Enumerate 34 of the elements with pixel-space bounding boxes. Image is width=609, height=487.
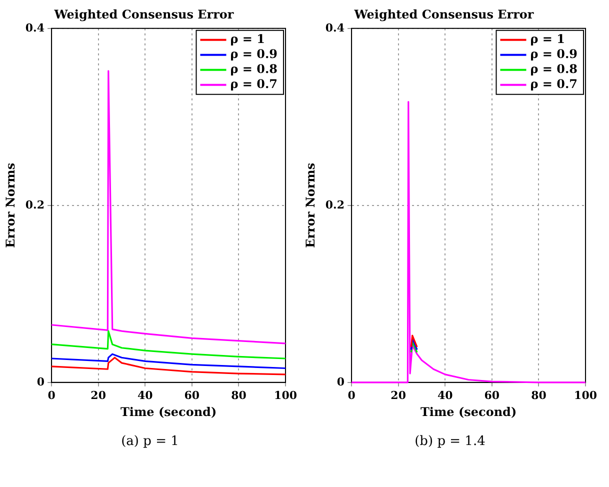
y-axis-title: Error Norms: [3, 162, 18, 248]
chart-title: Weighted Consensus Error: [53, 7, 234, 22]
legend-label: ρ = 0.8: [530, 62, 578, 76]
y-tick-label: 0.4: [25, 21, 45, 34]
legend-label: ρ = 1: [530, 32, 565, 46]
x-tick-label: 40: [137, 388, 154, 402]
text: (b) p = 1.4: [414, 434, 486, 449]
x-tick-label: 20: [90, 388, 106, 402]
legend-label: ρ = 0.9: [230, 47, 278, 62]
x-tick-label: 0: [348, 388, 356, 402]
x-tick-label: 100: [274, 388, 298, 402]
x-tick-label: 40: [437, 388, 454, 402]
x-axis-title: Time (second): [420, 404, 517, 419]
y-tick-label: 0.2: [25, 198, 45, 212]
x-tick-label: 80: [531, 388, 547, 402]
legend-label: ρ = 0.7: [230, 77, 278, 92]
y-tick-label: 0: [336, 375, 345, 388]
x-tick-label: 60: [484, 388, 500, 402]
x-tick-label: 20: [390, 388, 406, 402]
legend-label: ρ = 1: [230, 32, 265, 46]
y-tick-label: 0.4: [325, 21, 345, 34]
x-tick-label: 80: [231, 388, 247, 402]
x-tick-label: 100: [574, 388, 598, 402]
text: (a) p = 1: [121, 434, 179, 449]
legend-label: ρ = 0.9: [530, 47, 578, 62]
x-tick-label: 60: [184, 388, 200, 402]
chart-title: Weighted Consensus Error: [353, 7, 534, 22]
x-axis-title: Time (second): [120, 404, 217, 419]
y-tick-label: 0: [36, 375, 45, 388]
y-tick-label: 0.2: [325, 198, 345, 212]
y-axis-title: Error Norms: [303, 162, 318, 248]
x-tick-label: 0: [48, 388, 56, 402]
legend-label: ρ = 0.8: [230, 62, 278, 76]
legend-label: ρ = 0.7: [530, 77, 578, 92]
